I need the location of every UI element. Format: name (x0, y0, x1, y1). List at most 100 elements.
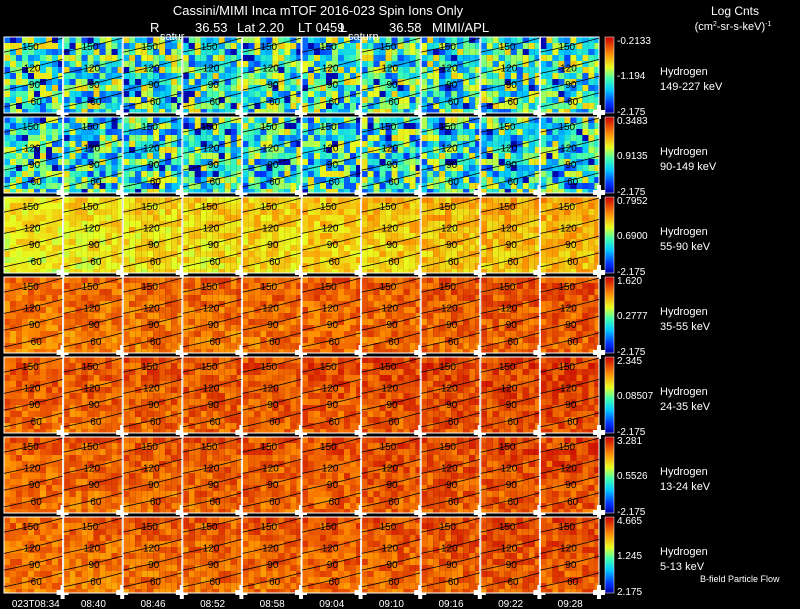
species-label: Hydrogen (660, 386, 708, 398)
colorbar (604, 356, 615, 434)
colorbar-min-label: 2.175 (617, 587, 642, 598)
contour-label: 60 (448, 97, 460, 108)
colorbar-title: Log Cnts (711, 4, 759, 18)
contour-label: 120 (381, 463, 398, 474)
contour-label: 150 (260, 202, 277, 213)
contour-label: 60 (31, 337, 43, 348)
contour-label: 150 (499, 42, 516, 53)
colorbar (604, 116, 615, 194)
contour-label: 90 (208, 240, 220, 251)
contour-label: 120 (143, 223, 160, 234)
species-label: Hydrogen (660, 146, 708, 158)
energy-range-label: 13-24 keV (660, 481, 711, 493)
colorbar-max-label: 1.620 (617, 276, 642, 287)
contour-label: 150 (558, 202, 575, 213)
contour-label: 90 (387, 160, 399, 171)
contour-label: 60 (507, 97, 519, 108)
colorbar-max-label: 2.345 (617, 356, 642, 367)
contour-label: 150 (439, 522, 456, 533)
chart-subtitle: R 36.53 Lat 2.20 LT 0459 L 36.58 MIMI/AP… (150, 20, 489, 35)
contour-label: 150 (558, 442, 575, 453)
contour-label: 90 (387, 480, 399, 491)
contour-label: 90 (148, 320, 160, 331)
contour-label: 150 (260, 522, 277, 533)
contour-label: 90 (327, 320, 339, 331)
contour-label: 150 (22, 282, 39, 293)
contour-label: 90 (89, 240, 101, 251)
contour-label: 60 (269, 417, 281, 428)
lat-text: Lat 2.20 (237, 20, 284, 35)
contour-label: 120 (441, 383, 458, 394)
contour-label: 120 (381, 223, 398, 234)
contour-label: 60 (388, 417, 400, 428)
contour-label: 150 (320, 122, 337, 133)
contour-label: 90 (565, 480, 577, 491)
contour-label: 90 (89, 320, 101, 331)
contour-label: 120 (24, 143, 41, 154)
contour-label: 60 (388, 577, 400, 588)
colorbar-max-label: 4.665 (617, 516, 642, 527)
chart-title: Cassini/MIMI Inca mTOF 2016-023 Spin Ion… (173, 3, 464, 18)
contour-label: 150 (201, 42, 218, 53)
contour-label: 60 (448, 257, 460, 268)
contour-label: 90 (29, 560, 41, 571)
contour-label: 90 (89, 160, 101, 171)
contour-label: 60 (150, 257, 162, 268)
contour-label: 150 (558, 42, 575, 53)
contour-label: 90 (148, 480, 160, 491)
contour-label: 120 (203, 463, 220, 474)
units-mark: -1 (765, 21, 771, 28)
contour-label: 60 (329, 417, 341, 428)
time-tick-label: 09:04 (319, 599, 344, 609)
contour-label: 120 (501, 223, 518, 234)
contour-label: 120 (143, 63, 160, 74)
contour-label: 90 (446, 400, 458, 411)
energy-range-label: 24-35 keV (660, 401, 711, 413)
contour-label: 60 (567, 417, 579, 428)
contour-label: 120 (381, 543, 398, 554)
contour-label: 90 (506, 160, 518, 171)
contour-label: 150 (260, 42, 277, 53)
contour-label: 90 (446, 240, 458, 251)
contour-label: 90 (565, 400, 577, 411)
contour-label: 120 (501, 543, 518, 554)
contour-label: 90 (327, 560, 339, 571)
contour-label: 60 (329, 177, 341, 188)
contour-label: 120 (322, 303, 339, 314)
contour-label: 60 (209, 577, 221, 588)
contour-label: 90 (506, 240, 518, 251)
saturn-direction-label: saturn (348, 31, 379, 43)
contour-label: 60 (329, 497, 341, 508)
contour-label: 150 (320, 202, 337, 213)
contour-label: 90 (506, 400, 518, 411)
l-value: 36.58 (389, 20, 422, 35)
contour-label: 120 (441, 303, 458, 314)
contour-label: 120 (441, 143, 458, 154)
contour-label: 120 (143, 463, 160, 474)
contour-label: 60 (150, 417, 162, 428)
contour-label: 60 (329, 257, 341, 268)
colorbar (604, 516, 615, 594)
contour-label: 120 (322, 143, 339, 154)
r-value: 36.53 (195, 20, 228, 35)
contour-label: 150 (439, 362, 456, 373)
energy-range-label: 90-149 keV (660, 161, 717, 173)
contour-label: 120 (24, 383, 41, 394)
contour-label: 90 (446, 80, 458, 91)
contour-label: 90 (387, 400, 399, 411)
contour-label: 150 (558, 362, 575, 373)
contour-label: 150 (439, 202, 456, 213)
contour-label: 150 (499, 202, 516, 213)
contour-label: 150 (380, 362, 397, 373)
contour-label: 150 (201, 362, 218, 373)
contour-label: 120 (501, 383, 518, 394)
contour-label: 120 (83, 223, 100, 234)
contour-label: 120 (322, 63, 339, 74)
contour-label: 120 (262, 223, 279, 234)
contour-label: 90 (89, 480, 101, 491)
contour-label: 150 (141, 442, 158, 453)
contour-label: 120 (262, 143, 279, 154)
contour-label: 150 (82, 362, 99, 373)
contour-label: 150 (260, 362, 277, 373)
